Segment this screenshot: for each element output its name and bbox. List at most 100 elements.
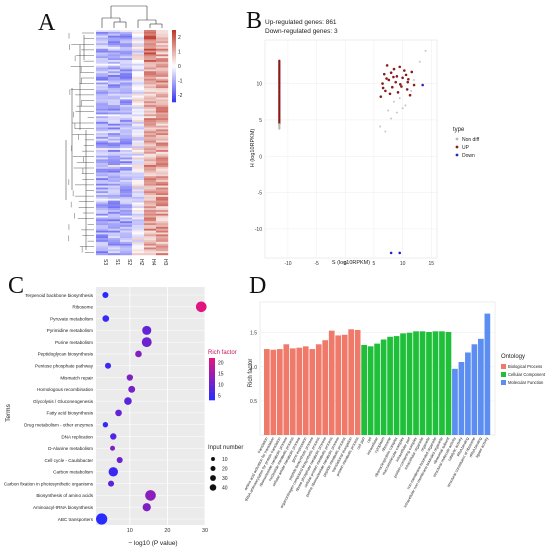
heatmap-cell <box>132 247 145 250</box>
heatmap-cell <box>132 166 145 169</box>
heatmap-cell <box>144 135 157 138</box>
heatmap-cell <box>132 95 145 98</box>
heatmap-cell <box>120 176 133 179</box>
heatmap-cell <box>108 97 121 100</box>
panel-label-d: D <box>249 273 267 299</box>
heatmap-cell <box>96 165 109 168</box>
heatmap-cell <box>120 58 133 61</box>
heatmap-cell <box>156 202 169 205</box>
heatmap-column-label: H4 <box>150 259 156 266</box>
heatmap-cell <box>144 183 157 186</box>
heatmap-cell <box>132 195 145 198</box>
heatmap-cell <box>132 65 145 68</box>
heatmap-cell <box>156 174 169 177</box>
heatmap-cell <box>156 238 169 241</box>
heatmap-cell <box>132 108 145 111</box>
heatmap-cell <box>96 35 109 38</box>
heatmap-cell <box>120 151 133 154</box>
scatter-ticks: -10 -5 0 5 10 15 -10 -5 0 5 10 <box>255 82 435 267</box>
heatmap-cell <box>108 71 121 74</box>
heatmap-cell <box>144 157 157 160</box>
rich-factor-swatch <box>209 365 215 367</box>
scatter-point-nondiff <box>404 104 407 107</box>
bubble-point <box>142 503 151 512</box>
heatmap-cell <box>120 191 133 194</box>
go-bar <box>309 349 316 435</box>
heatmap-cell <box>120 181 133 184</box>
heatmap-cell <box>132 210 145 213</box>
heatmap-cell <box>96 108 109 111</box>
heatmap-cell <box>120 247 133 250</box>
heatmap-cell <box>120 61 133 64</box>
bubble-term-label: Drug metabolism - other enzymes <box>24 422 94 427</box>
heatmap-cell <box>108 84 121 87</box>
heatmap-cell <box>108 198 121 201</box>
heatmap-cell <box>96 230 109 233</box>
heatmap-cell <box>156 253 169 256</box>
heatmap-cell <box>96 217 109 220</box>
colorbar-swatch <box>172 96 176 99</box>
heatmap-cell <box>156 146 169 149</box>
heatmap-cell <box>108 108 121 111</box>
go-x-tick-label: ribose phosphate metabolic process <box>295 437 327 493</box>
heatmap-cell <box>144 58 157 61</box>
colorbar-swatch <box>172 38 176 41</box>
heatmap-cell <box>96 50 109 53</box>
heatmap-cell <box>96 45 109 48</box>
go-x-tick-label: amino acid activation for translation <box>244 437 275 491</box>
heatmap-cell <box>120 185 133 188</box>
panel-label-b: B <box>246 8 263 34</box>
scatter-point-up <box>406 80 410 84</box>
heatmap-cell <box>132 153 145 156</box>
heatmap-cell <box>132 56 145 59</box>
bubble-term-label: Mismatch repair <box>60 375 93 380</box>
heatmap-cell <box>96 189 109 192</box>
heatmap-cell <box>144 249 157 252</box>
heatmap-cell <box>108 230 121 233</box>
heatmap-cell <box>120 208 133 211</box>
scatter-point-up <box>278 98 281 102</box>
heatmap-cell <box>144 151 157 154</box>
heatmap-cell <box>120 41 133 44</box>
heatmap-cell <box>108 43 121 46</box>
heatmap-cell <box>156 116 169 119</box>
heatmap-cell <box>132 176 145 179</box>
heatmap-cell <box>120 73 133 76</box>
bubble-point <box>102 421 109 428</box>
heatmap-cell <box>96 88 109 91</box>
heatmap-cell <box>144 189 157 192</box>
scatter-point-up <box>278 84 281 87</box>
scatter-point-up <box>278 98 281 101</box>
scatter-point-up <box>278 120 281 123</box>
rich-factor-tick-label: 10 <box>218 383 224 389</box>
bubble-term-label: Ribosome <box>72 305 93 310</box>
heatmap-cell <box>156 191 169 194</box>
heatmap-cell <box>96 136 109 139</box>
heatmap-cell <box>108 52 121 55</box>
heatmap-cell <box>144 80 157 83</box>
go-bar <box>439 331 445 435</box>
scatter-point-down <box>421 83 424 87</box>
bubble-points <box>96 291 207 525</box>
heatmap-cell <box>156 99 169 102</box>
scatter-point-up <box>278 122 281 125</box>
heatmap-cell <box>144 60 157 63</box>
heatmap-cell <box>156 41 169 44</box>
heatmap-cell <box>144 50 157 53</box>
heatmap-cell <box>144 37 157 40</box>
heatmap-cell <box>96 116 109 119</box>
rich-factor-swatch <box>209 388 215 391</box>
heatmap-cell <box>132 127 145 130</box>
scatter-point-up <box>278 71 281 74</box>
heatmap-cell <box>120 213 133 216</box>
heatmap-cell <box>144 52 157 55</box>
go-bar <box>452 368 458 435</box>
heatmap-cell <box>144 114 157 117</box>
bubble-point <box>107 480 115 487</box>
go-bar <box>354 329 361 435</box>
scatter-point-up <box>278 74 281 77</box>
heatmap-cell <box>132 178 145 181</box>
heatmap-cell <box>96 240 109 243</box>
heatmap-cell <box>156 155 169 158</box>
heatmap-cell <box>120 80 133 83</box>
